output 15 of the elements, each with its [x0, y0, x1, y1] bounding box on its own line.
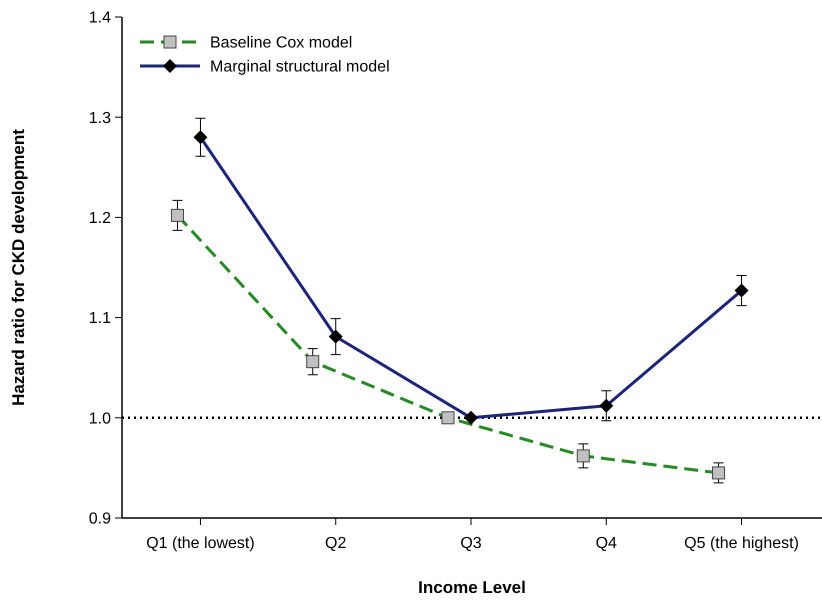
y-tick-label: 1.3: [88, 110, 112, 127]
y-tick-label: 0.9: [88, 510, 112, 528]
x-axis-title: Income Level: [418, 578, 526, 597]
legend-label: Baseline Cox model: [210, 34, 352, 52]
legend-label: Marginal structural model: [210, 58, 390, 76]
x-tick-label: Q2: [325, 535, 346, 552]
x-tick-label: Q1 (the lowest): [146, 535, 255, 552]
x-tick-label: Q3: [460, 535, 482, 552]
x-tick-label: Q5 (the highest): [684, 535, 799, 552]
y-tick-label: 1.2: [88, 210, 112, 227]
y-tick-label: 1.4: [88, 10, 112, 27]
y-tick-label: 1.0: [88, 410, 112, 428]
x-tick-label: Q4: [596, 535, 618, 552]
y-axis-title: Hazard ratio for CKD development: [9, 128, 28, 406]
y-tick-label: 1.1: [88, 310, 112, 328]
